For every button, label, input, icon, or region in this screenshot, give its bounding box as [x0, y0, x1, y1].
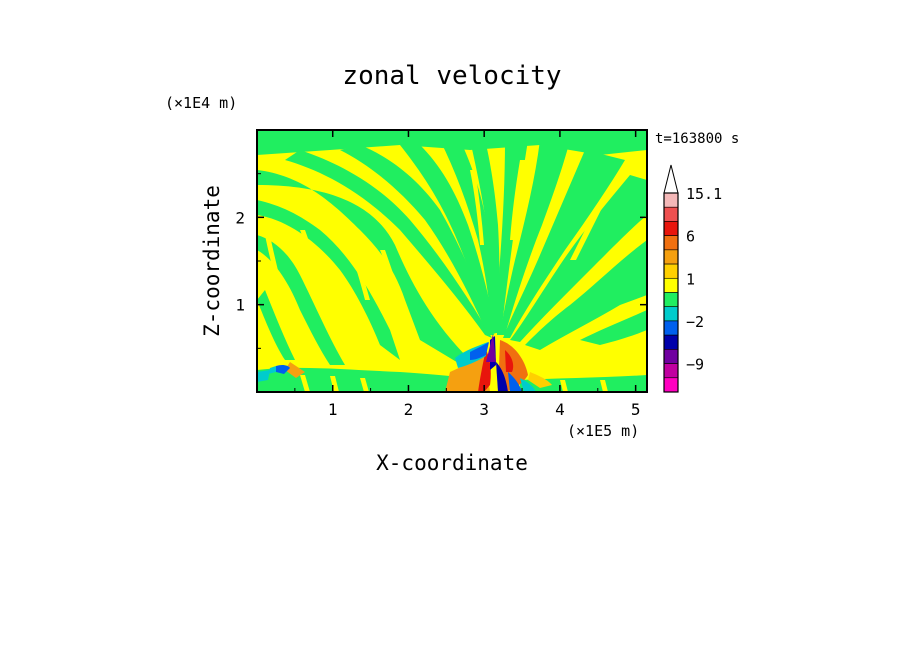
- colorbar-label: −2: [686, 313, 704, 331]
- x-axis: 1 2 3 4 5: [294, 130, 641, 419]
- colorbar-segment: [663, 320, 679, 336]
- colorbar: [663, 164, 679, 393]
- y-unit-label: (×1E4 m): [165, 94, 237, 112]
- x-tick-label: 3: [479, 400, 489, 419]
- blue-regions: [257, 336, 536, 392]
- x-axis-title: X-coordinate: [376, 451, 528, 475]
- colorbar-label: −9: [686, 356, 704, 374]
- colorbar-segment: [663, 206, 679, 222]
- plot-area: [257, 130, 647, 392]
- y-axis: 12: [235, 173, 647, 349]
- x-tick-label: 5: [631, 400, 641, 419]
- colorbar-segment: [663, 263, 679, 279]
- chart-title: zonal velocity: [342, 61, 561, 91]
- x-tick-label: 4: [555, 400, 565, 419]
- colorbar-label: 15.1: [686, 185, 722, 203]
- colorbar-segment: [663, 377, 679, 393]
- time-label: t=163800 s: [655, 131, 739, 147]
- colorbar-segment: [663, 363, 679, 379]
- colorbar-segment: [663, 349, 679, 364]
- colorbar-label: 6: [686, 228, 695, 246]
- colorbar-segment: [663, 292, 679, 308]
- colorbar-labels: 15.1 6 1 −2 −9: [686, 185, 722, 374]
- x-tick-label: 2: [404, 400, 414, 419]
- colorbar-label: 1: [686, 270, 695, 288]
- green-bands: [257, 130, 647, 392]
- colorbar-segment: [663, 221, 679, 236]
- colorbar-segment: [663, 277, 679, 293]
- y-axis-title: Z-coordinate: [200, 185, 224, 337]
- terrain-peak: [486, 334, 496, 362]
- x-tick-label: 1: [328, 400, 338, 419]
- colorbar-segment: [663, 334, 679, 350]
- colorbar-segment: [663, 249, 679, 265]
- colorbar-segment: [663, 306, 679, 322]
- colorbar-segment: [663, 192, 679, 208]
- yellow-streaks: [265, 160, 608, 392]
- y-tick-label: 2: [235, 208, 245, 227]
- colorbar-tip: [663, 164, 679, 194]
- y-tick-label: 1: [235, 296, 245, 315]
- x-unit-label: (×1E5 m): [567, 422, 639, 440]
- colorbar-segment: [663, 235, 679, 251]
- colorbar-frame: [663, 192, 679, 393]
